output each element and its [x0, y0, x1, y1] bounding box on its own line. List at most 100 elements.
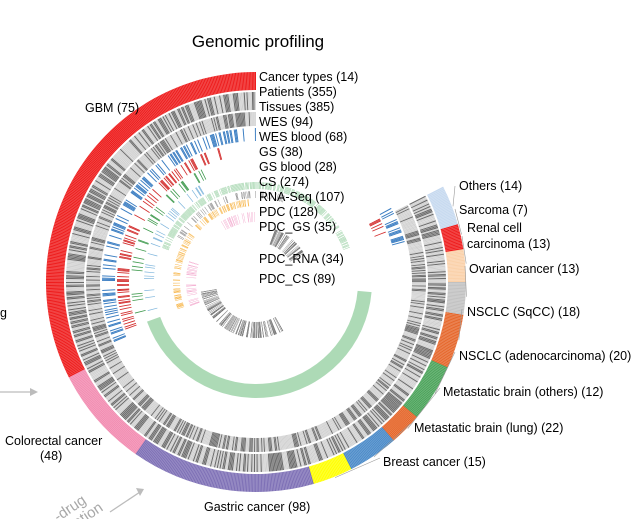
tissue-mark [86, 291, 101, 293]
tissue-mark [409, 252, 424, 257]
sample-tick [59, 208, 77, 216]
patient-mark [68, 311, 87, 317]
patient-mark [77, 340, 95, 349]
rna-seq-mark [306, 197, 311, 205]
assay-mark [205, 136, 211, 149]
tissue-mark [123, 379, 135, 390]
pdc-cs-mark [220, 312, 231, 326]
tissue-mark [401, 337, 416, 343]
assay-mark [371, 223, 383, 229]
assay-mark [103, 304, 117, 308]
patient-mark [208, 448, 215, 467]
sample-tick [81, 389, 98, 400]
tissue-mark [146, 151, 157, 163]
tissue-mark [88, 310, 103, 314]
assay-mark [218, 148, 223, 160]
sample-tick [231, 73, 234, 92]
rna-seq-mark [189, 206, 195, 213]
sample-tick [197, 80, 203, 98]
pdc-gs-mark [183, 241, 190, 246]
sample-tick [96, 407, 111, 420]
sample-tick [52, 228, 71, 234]
patient-mark [160, 430, 171, 447]
assay-mark [102, 292, 116, 295]
tissue-mark [374, 383, 386, 393]
sample-tick [447, 275, 466, 277]
patient-mark [102, 168, 118, 181]
tissue-mark [153, 145, 163, 158]
sample-tick [191, 82, 198, 100]
sample-tick [423, 375, 440, 385]
tissue-mark [331, 417, 340, 431]
assay-mark [234, 129, 238, 143]
tissue-mark [408, 246, 423, 251]
patient-mark [137, 133, 150, 148]
tissue-mark [295, 432, 301, 447]
pdc-cs-mark [253, 321, 255, 338]
patient-mark [67, 300, 86, 304]
pdc-gs-mark [225, 204, 229, 212]
tissue-mark [132, 389, 144, 400]
patient-mark [85, 198, 102, 207]
patient-mark [79, 209, 98, 218]
patient-mark [72, 231, 91, 238]
cancer-type-sector [381, 405, 417, 441]
assay-mark [126, 229, 139, 236]
tissue-mark [182, 422, 190, 436]
tissue-mark [404, 230, 419, 236]
pdc-gs-mark [239, 200, 241, 208]
rna-seq-mark [213, 191, 218, 198]
patient-mark [422, 234, 441, 241]
pdc-cs-mark [216, 310, 228, 322]
tissue-mark [174, 132, 182, 146]
patient-mark [427, 289, 446, 292]
patient-mark [420, 228, 439, 235]
sample-tick [46, 298, 65, 301]
patient-mark [362, 416, 375, 432]
patient-mark [69, 246, 88, 251]
patient-mark [199, 446, 206, 464]
assay-mark [125, 199, 138, 208]
patient-mark [368, 411, 381, 427]
tissue-mark [410, 260, 425, 263]
patient-mark [135, 414, 148, 430]
legend-wes-blood: WES blood (68) [259, 130, 347, 144]
patient-mark [407, 362, 425, 372]
tissue-mark [327, 419, 336, 433]
patient-mark [173, 436, 183, 454]
tissue-mark [400, 339, 415, 346]
sample-tick [441, 332, 459, 338]
assay-mark [133, 256, 145, 260]
sample-tick [216, 75, 221, 94]
tissue-mark [108, 197, 121, 205]
rna-seq-mark [224, 187, 227, 194]
pdc-cs-mark [268, 319, 275, 336]
tissue-mark [410, 256, 425, 260]
patient-mark [100, 380, 116, 392]
tissue-mark [411, 278, 426, 280]
tissue-mark [382, 372, 395, 382]
tissue-mark [354, 402, 364, 415]
sample-tick [78, 384, 95, 395]
tissue-mark [230, 436, 234, 451]
pdc-mark [274, 193, 277, 201]
tissue-mark [129, 386, 141, 397]
pdc-rna-mark [186, 290, 197, 293]
patient-mark [136, 415, 149, 431]
pdc-gs-mark [173, 291, 181, 294]
tissue-mark [164, 138, 174, 151]
assay-mark [106, 314, 120, 319]
rna-seq-mark [300, 194, 305, 201]
patient-mark [396, 380, 412, 392]
tissue-mark [143, 154, 154, 166]
rna-seq-mark [296, 192, 301, 199]
rna-seq-mark [304, 196, 309, 203]
rna-seq-mark [329, 220, 335, 225]
patient-mark [145, 126, 158, 142]
assay-mark [120, 250, 133, 254]
tissue-mark [398, 344, 412, 351]
assay-mark [118, 298, 131, 302]
tissue-mark [90, 244, 104, 249]
sample-tick [154, 450, 164, 467]
sample-tick [341, 453, 351, 470]
